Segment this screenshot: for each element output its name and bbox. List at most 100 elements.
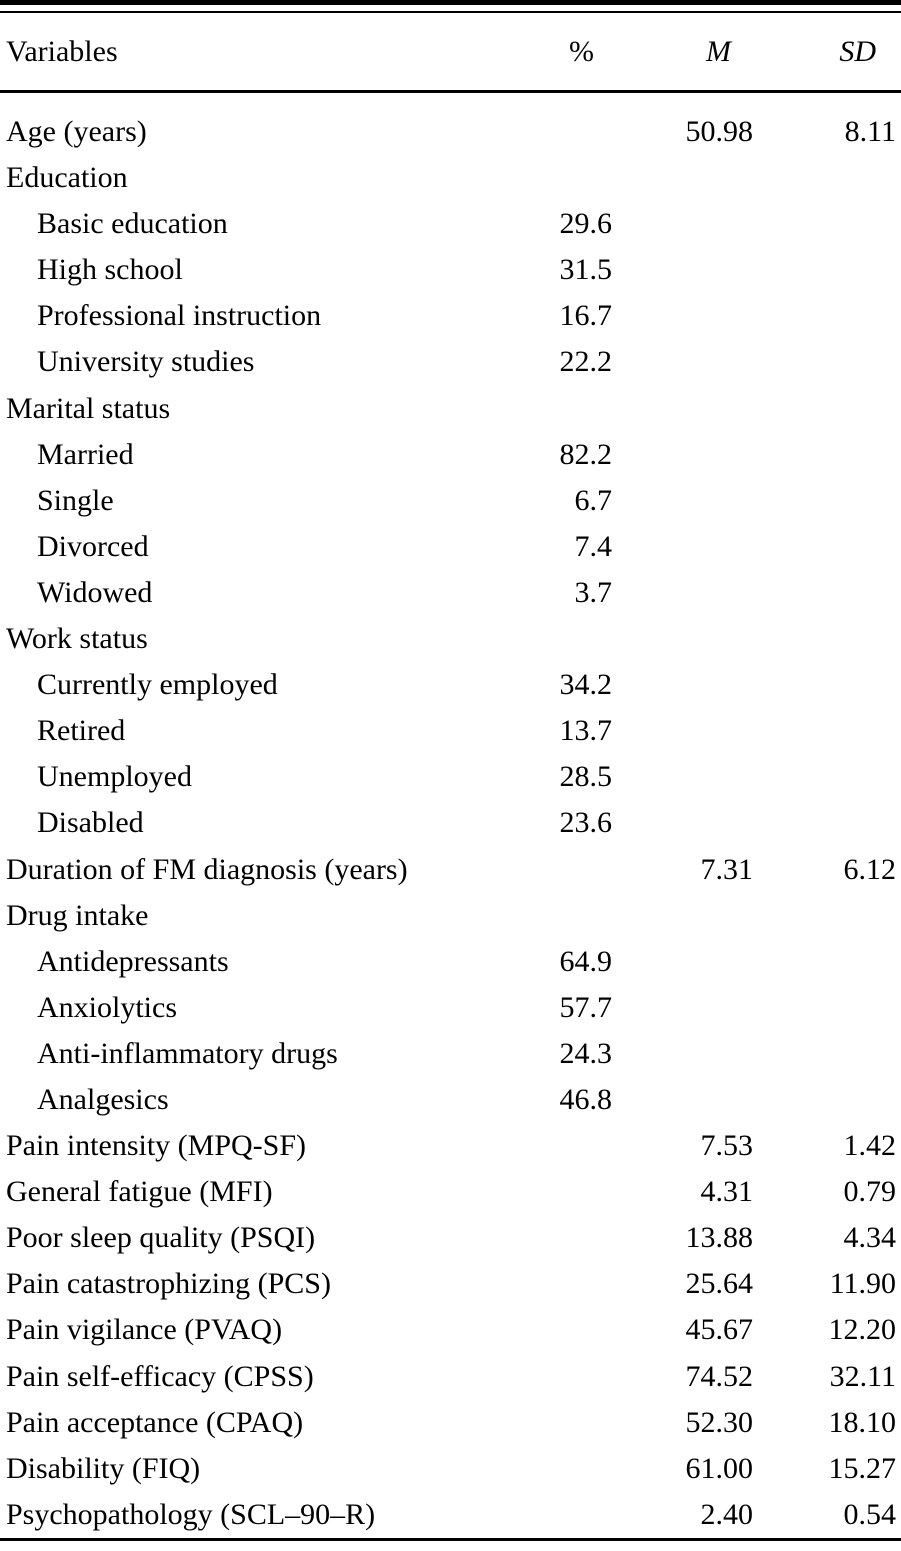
column-header-percent: % [569, 34, 594, 68]
table-row: Antidepressants 64.9 [0, 939, 901, 985]
row-mean-value: 52.30 [685, 1405, 754, 1439]
table-bottom-rule [0, 1537, 901, 1541]
table-top-rule-thin [0, 11, 901, 13]
row-label: Poor sleep quality (PSQI) [6, 1221, 316, 1255]
row-mean-value: 7.53 [700, 1129, 754, 1163]
row-label: Disabled [37, 806, 144, 840]
row-sd-value: 4.34 [843, 1221, 897, 1255]
row-percent-value: 34.2 [559, 668, 613, 702]
row-percent-value: 16.7 [559, 299, 613, 333]
row-percent-value: 46.8 [559, 1082, 613, 1116]
row-sd-value: 11.90 [829, 1267, 896, 1301]
table-row: Pain acceptance (CPAQ) 52.30 18.10 [0, 1400, 901, 1446]
table-row: Basic education 29.6 [0, 201, 901, 247]
row-label: High school [37, 253, 183, 287]
table-row: Disability (FIQ) 61.00 15.27 [0, 1446, 901, 1492]
row-label: Education [6, 161, 128, 195]
row-label: Professional instruction [37, 299, 322, 333]
table-row: Professional instruction 16.7 [0, 293, 901, 339]
row-percent-value: 23.6 [559, 806, 613, 840]
row-sd-value: 0.79 [843, 1175, 897, 1209]
table-row: Pain intensity (MPQ-SF) 7.53 1.42 [0, 1123, 901, 1169]
row-percent-value: 7.4 [574, 529, 613, 563]
row-label: Age (years) [6, 115, 147, 148]
row-mean-value: 25.64 [685, 1267, 754, 1301]
row-label: Basic education [37, 207, 228, 241]
table-row: Widowed 3.7 [0, 570, 901, 616]
row-mean-value: 2.40 [700, 1497, 754, 1531]
table-row: Analgesics 46.8 [0, 1077, 901, 1123]
table-row: Currently employed 34.2 [0, 662, 901, 708]
row-label: Antidepressants [37, 944, 229, 978]
table-row: Retired 13.7 [0, 708, 901, 754]
row-percent-value: 24.3 [559, 1036, 613, 1070]
row-label: Drug intake [6, 898, 149, 932]
table-row: Anxiolytics 57.7 [0, 985, 901, 1031]
table-row: Single 6.7 [0, 478, 901, 524]
table-row: Pain self-efficacy (CPSS) 74.52 32.11 [0, 1354, 901, 1400]
row-mean-value: 4.31 [700, 1175, 754, 1209]
row-mean-value: 74.52 [685, 1359, 754, 1393]
table-row: Drug intake [0, 893, 901, 939]
row-label: Widowed [37, 575, 153, 609]
row-label: Disability (FIQ) [6, 1451, 201, 1485]
row-percent-value: 6.7 [574, 483, 613, 517]
column-header-variables: Variables [6, 34, 118, 68]
row-label: Pain acceptance (CPAQ) [6, 1405, 304, 1439]
row-label: University studies [37, 345, 255, 379]
row-label: General fatigue (MFI) [6, 1175, 273, 1209]
table-row: Psychopathology (SCL–90–R) 2.40 0.54 [0, 1492, 901, 1538]
row-label: Pain vigilance (PVAQ) [6, 1313, 283, 1347]
row-percent-value: 29.6 [559, 207, 613, 241]
table-row: Unemployed 28.5 [0, 754, 901, 800]
table-row: Work status [0, 616, 901, 662]
row-label: Single [37, 483, 114, 517]
table-row: Pain vigilance (PVAQ) 45.67 12.20 [0, 1307, 901, 1353]
table-row: General fatigue (MFI) 4.31 0.79 [0, 1169, 901, 1215]
table-row: University studies 22.2 [0, 339, 901, 385]
row-sd-value: 15.27 [828, 1451, 897, 1485]
row-percent-value: 57.7 [559, 990, 613, 1024]
table-row: High school 31.5 [0, 247, 901, 293]
row-sd-value: 18.10 [828, 1405, 897, 1439]
table-row: Pain catastrophizing (PCS) 25.64 11.90 [0, 1261, 901, 1307]
row-label: Pain intensity (MPQ-SF) [6, 1129, 307, 1163]
row-percent-value: 64.9 [559, 944, 613, 978]
row-sd-value: 1.42 [843, 1129, 897, 1163]
table-row: Age (years) 50.98 8.11 [0, 109, 901, 155]
row-label: Anti-inflammatory drugs [37, 1036, 338, 1070]
row-mean-value: 61.00 [685, 1451, 754, 1485]
row-label: Pain catastrophizing (PCS) [6, 1267, 331, 1301]
row-label: Marital status [6, 391, 171, 425]
row-label: Work status [6, 622, 148, 656]
row-percent-value: 3.7 [574, 575, 613, 609]
row-label: Married [37, 437, 134, 471]
row-label: Anxiolytics [37, 990, 177, 1024]
row-label: Duration of FM diagnosis (years) [6, 852, 408, 886]
row-label: Retired [37, 714, 126, 748]
table-row: Education [0, 155, 901, 201]
row-percent-value: 28.5 [559, 760, 613, 794]
table-row: Marital status [0, 386, 901, 432]
table-row: Poor sleep quality (PSQI) 13.88 4.34 [0, 1215, 901, 1261]
row-sd-value: 32.11 [829, 1359, 896, 1393]
table-row: Divorced 7.4 [0, 524, 901, 570]
row-mean-value: 45.67 [685, 1313, 754, 1347]
row-label: Unemployed [37, 760, 192, 794]
row-mean-value: 7.31 [700, 852, 754, 886]
row-label: Analgesics [37, 1082, 169, 1116]
row-sd-value: 12.20 [828, 1313, 897, 1347]
row-sd-value: 6.12 [843, 852, 897, 886]
column-header-mean: M [706, 34, 731, 68]
row-mean-value: 50.98 [685, 115, 754, 148]
row-percent-value: 13.7 [559, 714, 613, 748]
row-percent-value: 82.2 [559, 437, 613, 471]
table-row: Married 82.2 [0, 432, 901, 478]
table-row: Disabled 23.6 [0, 800, 901, 846]
row-sd-value: 8.11 [844, 115, 896, 148]
row-sd-value: 0.54 [843, 1497, 897, 1531]
row-label: Divorced [37, 529, 149, 563]
table-row: Anti-inflammatory drugs 24.3 [0, 1031, 901, 1077]
row-label: Pain self-efficacy (CPSS) [6, 1359, 314, 1393]
